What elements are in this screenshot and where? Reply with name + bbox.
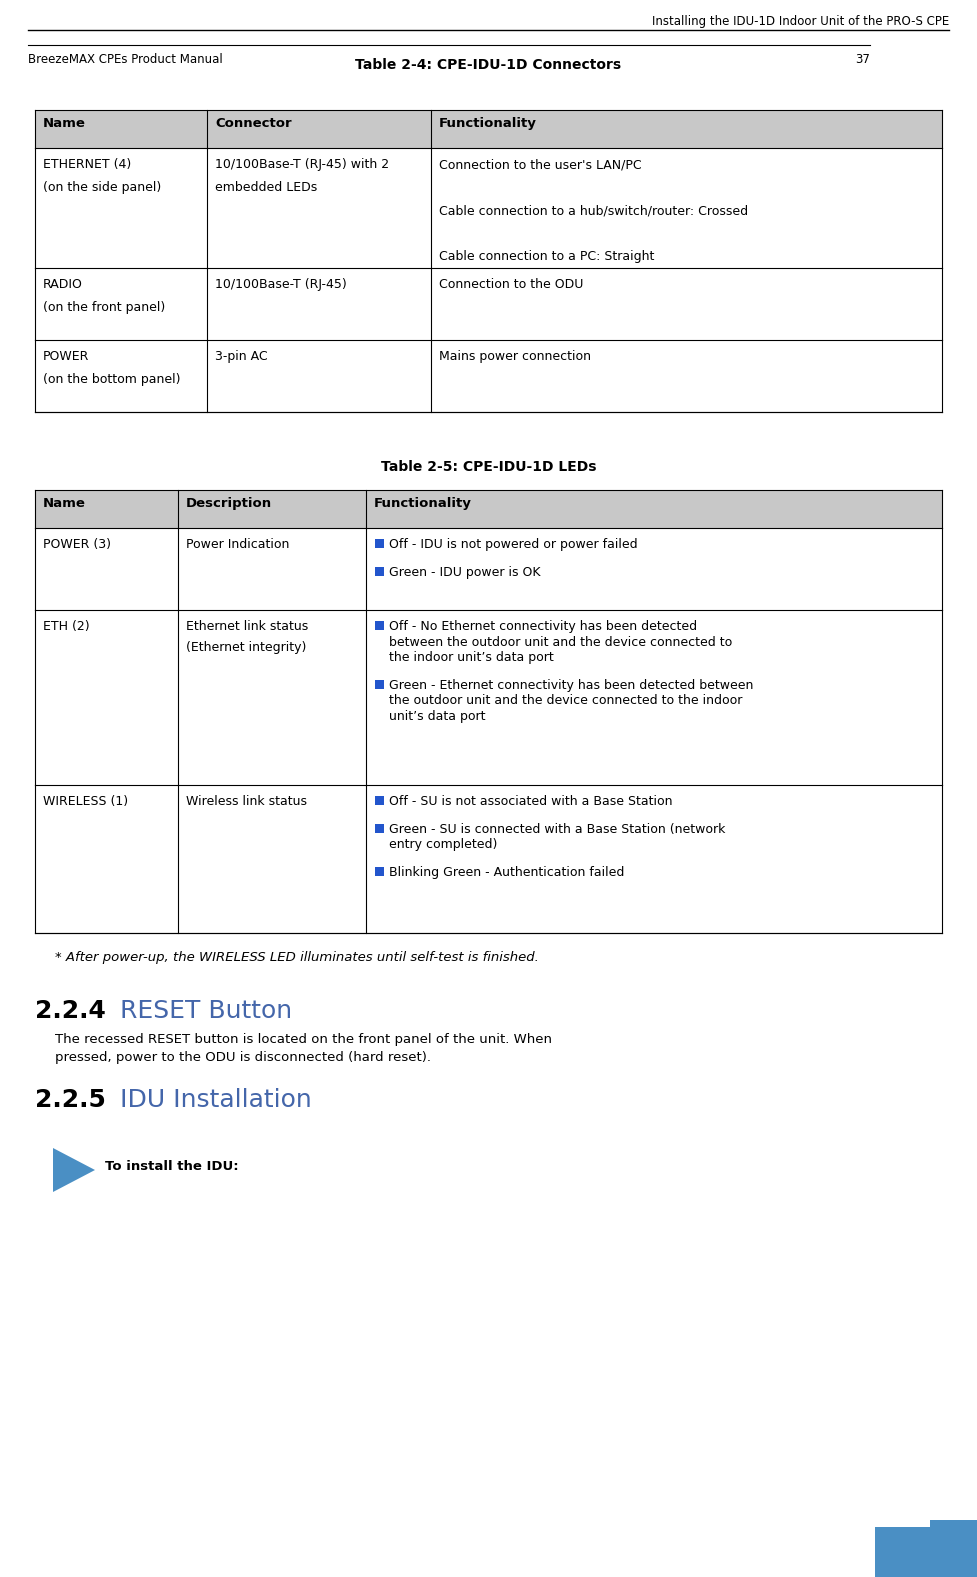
Text: unit’s data port: unit’s data port	[389, 710, 486, 722]
Text: 2.2.4: 2.2.4	[35, 998, 106, 1023]
Text: POWER
(on the bottom panel): POWER (on the bottom panel)	[43, 350, 181, 386]
Text: Connection to the user's LAN/PC

Cable connection to a hub/switch/router: Crosse: Connection to the user's LAN/PC Cable co…	[439, 158, 748, 263]
Text: the outdoor unit and the device connected to the indoor: the outdoor unit and the device connecte…	[389, 694, 743, 708]
Text: Ethernet link status
(Ethernet integrity): Ethernet link status (Ethernet integrity…	[186, 620, 309, 654]
Bar	[375, 539, 384, 547]
Text: Green - SU is connected with a Base Station (network: Green - SU is connected with a Base Stat…	[389, 823, 725, 836]
Text: 3-pin AC: 3-pin AC	[215, 350, 268, 363]
Bar	[930, 1520, 977, 1577]
Text: RESET Button: RESET Button	[120, 998, 292, 1023]
Bar	[375, 621, 384, 629]
Text: Connection to the ODU: Connection to the ODU	[439, 278, 583, 292]
Bar	[375, 566, 384, 576]
Text: Table 2-4: CPE-IDU-1D Connectors: Table 2-4: CPE-IDU-1D Connectors	[356, 58, 621, 73]
Text: the indoor unit’s data port: the indoor unit’s data port	[389, 651, 554, 664]
Text: ETHERNET (4)
(on the side panel): ETHERNET (4) (on the side panel)	[43, 158, 161, 194]
Text: Green - Ethernet connectivity has been detected between: Green - Ethernet connectivity has been d…	[389, 680, 753, 692]
Text: * After power-up, the WIRELESS LED illuminates until self-test is finished.: * After power-up, the WIRELESS LED illum…	[55, 951, 539, 964]
Text: Power Indication: Power Indication	[186, 538, 289, 550]
Text: pressed, power to the ODU is disconnected (hard reset).: pressed, power to the ODU is disconnecte…	[55, 1050, 431, 1064]
Text: Description: Description	[186, 497, 273, 509]
Text: Functionality: Functionality	[374, 497, 472, 509]
Text: The recessed RESET button is located on the front panel of the unit. When: The recessed RESET button is located on …	[55, 1033, 552, 1046]
Text: To install the IDU:: To install the IDU:	[105, 1161, 238, 1173]
Bar	[875, 1527, 977, 1577]
Bar	[35, 610, 942, 785]
Text: between the outdoor unit and the device connected to: between the outdoor unit and the device …	[389, 636, 732, 648]
Text: RADIO
(on the front panel): RADIO (on the front panel)	[43, 278, 165, 314]
Text: entry completed): entry completed)	[389, 839, 497, 852]
Text: BreezeMAX CPEs Product Manual: BreezeMAX CPEs Product Manual	[28, 54, 223, 66]
Bar	[375, 680, 384, 689]
Text: Functionality: Functionality	[439, 117, 537, 129]
Text: Name: Name	[43, 117, 86, 129]
Text: Table 2-5: CPE-IDU-1D LEDs: Table 2-5: CPE-IDU-1D LEDs	[381, 460, 596, 475]
Bar	[35, 110, 942, 148]
Text: Blinking Green - Authentication failed: Blinking Green - Authentication failed	[389, 866, 624, 880]
Bar	[35, 341, 942, 412]
Text: Wireless link status: Wireless link status	[186, 795, 307, 807]
Text: WIRELESS (1): WIRELESS (1)	[43, 795, 128, 807]
Text: Connector: Connector	[215, 117, 291, 129]
Text: Off - SU is not associated with a Base Station: Off - SU is not associated with a Base S…	[389, 795, 672, 807]
Polygon shape	[53, 1148, 95, 1192]
Bar	[35, 490, 942, 528]
Text: 10/100Base-T (RJ-45): 10/100Base-T (RJ-45)	[215, 278, 347, 292]
Bar	[375, 796, 384, 804]
Text: POWER (3): POWER (3)	[43, 538, 111, 550]
Text: 10/100Base-T (RJ-45) with 2
embedded LEDs: 10/100Base-T (RJ-45) with 2 embedded LED…	[215, 158, 389, 194]
Bar	[375, 823, 384, 833]
Text: Installing the IDU-1D Indoor Unit of the PRO-S CPE: Installing the IDU-1D Indoor Unit of the…	[652, 16, 949, 28]
Text: Name: Name	[43, 497, 86, 509]
Text: 2.2.5: 2.2.5	[35, 1088, 106, 1112]
Text: ETH (2): ETH (2)	[43, 620, 90, 632]
Bar	[35, 148, 942, 268]
Text: Off - IDU is not powered or power failed: Off - IDU is not powered or power failed	[389, 538, 638, 550]
Text: 37: 37	[855, 54, 870, 66]
Bar	[35, 785, 942, 934]
Text: Green - IDU power is OK: Green - IDU power is OK	[389, 566, 540, 579]
Text: IDU Installation: IDU Installation	[120, 1088, 312, 1112]
Bar	[35, 528, 942, 610]
Text: Mains power connection: Mains power connection	[439, 350, 591, 363]
Bar	[35, 268, 942, 341]
Text: Off - No Ethernet connectivity has been detected: Off - No Ethernet connectivity has been …	[389, 620, 698, 632]
Bar	[375, 867, 384, 877]
